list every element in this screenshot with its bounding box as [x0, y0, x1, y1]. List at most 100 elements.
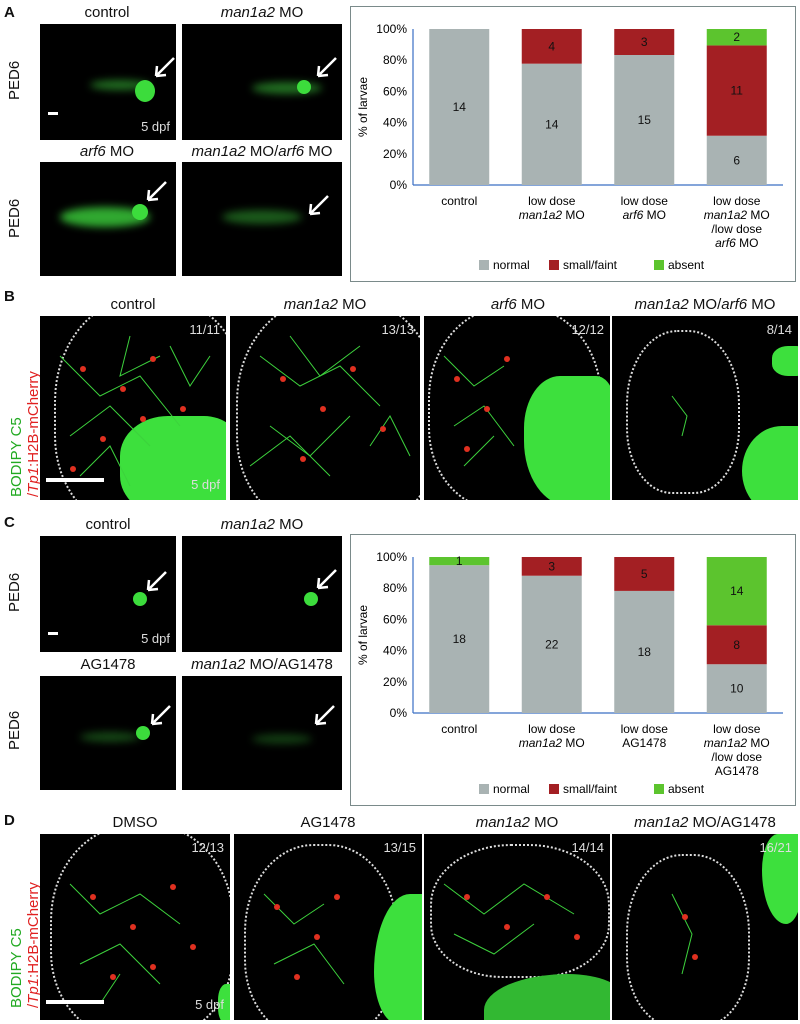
a-chart-category-label: low dose: [528, 194, 576, 208]
b-image-control: 11/11 5 dpf: [40, 316, 226, 500]
d-title-combo: man1a2 MO/AG1478: [634, 814, 776, 831]
c-chart-ytick: 100%: [376, 550, 407, 564]
c-title-man1a2: man1a2 MO: [220, 516, 304, 533]
a-chart-legend-label: absent: [668, 258, 705, 272]
a-chart-bar-label: 14: [453, 100, 467, 114]
b-title-man1a2: man1a2 MO: [283, 296, 367, 313]
d-stage-label: 5 dpf: [195, 997, 224, 1012]
a-title-arf6: arf6 MO: [79, 143, 135, 160]
c-image-combo: [182, 676, 342, 790]
d-scale-bar: [46, 1000, 104, 1004]
a-chart-bar-label: 6: [733, 153, 740, 167]
c-chart-bar-absent: [429, 557, 490, 566]
a-title-combo: man1a2 MO/arf6 MO: [191, 143, 333, 160]
a-chart-bar-label: 11: [731, 84, 744, 98]
a-chart-ytick: 100%: [376, 22, 407, 36]
a-chart-frame: % of larvae 0% 20% 40% 60% 80% 100% 14 control 14…: [350, 6, 796, 282]
a-chart-bar-small-faint: [614, 29, 675, 55]
a-chart-ytick: 0%: [390, 178, 408, 192]
c-chart-bar-small-faint: [521, 557, 582, 576]
c-chart-legend-label: normal: [493, 782, 530, 796]
c-chart-category-label: /low dose: [711, 750, 762, 764]
a-chart-legend-label: small/faint: [563, 258, 618, 272]
panel-label-b: B: [4, 288, 15, 305]
b-scale-bar: [46, 478, 104, 482]
a-chart-ytick: 60%: [383, 84, 407, 98]
b-count-1: 11/11: [189, 322, 220, 337]
c-stacked-bar-chart: % of larvae 0% 20% 40% 60% 80% 100% 18 1 control 2…: [356, 550, 783, 796]
c-scale-bar: [48, 632, 58, 635]
b-stage-label: 5 dpf: [191, 477, 220, 492]
c-chart-bar-label: 10: [730, 682, 744, 696]
a-chart-category-label: man1a2 MO: [519, 208, 585, 222]
b-title-combo: man1a2 MO/arf6 MO: [634, 296, 776, 313]
a-chart-ytick: 40%: [383, 116, 407, 130]
a-image-combo: [182, 162, 342, 276]
a-chart-bar-small-faint: [521, 29, 582, 64]
c-chart-bar-normal: [614, 590, 675, 713]
a-chart-legend-swatch: [549, 260, 559, 270]
a-chart-bar-absent: [706, 29, 767, 46]
a-chart-bar-small-faint: [706, 45, 767, 136]
a-chart-bar-label: 2: [733, 30, 740, 44]
c-stage-label: 5 dpf: [141, 631, 170, 646]
a-chart-legend-swatch: [479, 260, 489, 270]
c-chart-legend-swatch: [549, 784, 559, 794]
c-chart-bar-absent: [706, 557, 767, 626]
c-chart-bar-normal: [706, 664, 767, 713]
a-chart-ytick: 20%: [383, 147, 407, 161]
c-chart-ytick: 0%: [390, 706, 408, 720]
c-chart-ytick: 60%: [383, 612, 407, 626]
c-chart-legend-label: small/faint: [563, 782, 618, 796]
c-chart-category-label: man1a2 MO: [704, 736, 770, 750]
a-row-label-2: PED6: [6, 198, 23, 238]
a-scale-bar: [48, 112, 58, 115]
d-count-2: 13/15: [383, 840, 416, 855]
c-chart-category-label: AG1478: [715, 764, 759, 778]
c-chart-category-label: AG1478: [622, 736, 666, 750]
d-count-4: 16/21: [759, 840, 792, 855]
a-chart-bar-normal: [429, 29, 490, 185]
d-title-ag: AG1478: [300, 814, 356, 831]
d-count-1: 12/13: [191, 840, 224, 855]
c-row-label-1: PED6: [6, 572, 23, 612]
a-stage-label: 5 dpf: [141, 119, 170, 134]
d-title-dmso: DMSO: [112, 814, 158, 831]
b-title-arf6: arf6 MO: [490, 296, 546, 313]
a-chart-legend-label: normal: [493, 258, 530, 272]
a-chart-category-label: control: [441, 194, 477, 208]
c-chart-category-label: low dose: [621, 722, 669, 736]
a-chart-category-label: /low dose: [711, 222, 762, 236]
panel-label-d: D: [4, 812, 15, 829]
c-chart-bar-label: 18: [638, 645, 652, 659]
d-image-ag: 13/15: [234, 834, 422, 1020]
c-chart-bar-label: 22: [545, 637, 559, 651]
c-title-ag: AG1478: [80, 656, 136, 673]
c-chart-bar-label: 18: [453, 632, 467, 646]
b-side-label: BODIPY C5/Tp1:H2B-mCherry: [8, 371, 42, 497]
d-image-combo: 16/21: [612, 834, 798, 1020]
c-chart-bar-label: 1: [456, 554, 463, 568]
c-chart-bar-label: 14: [730, 584, 744, 598]
d-count-3: 14/14: [571, 840, 604, 855]
c-image-man1a2: [182, 536, 342, 652]
a-chart-category-label: arf6 MO: [623, 208, 666, 222]
a-chart-bar-label: 3: [641, 35, 648, 49]
d-image-man1a2: 14/14: [424, 834, 610, 1020]
d-title-man1a2: man1a2 MO: [475, 814, 559, 831]
a-chart-category-label: arf6 MO: [715, 236, 758, 250]
d-image-dmso: 12/13 5 dpf: [40, 834, 230, 1020]
b-image-arf6: 12/12: [424, 316, 610, 500]
d-side-label: BODIPY C5/Tp1:H2B-mCherry: [8, 882, 42, 1008]
a-chart-ylabel: % of larvae: [356, 77, 370, 137]
c-image-ag: [40, 676, 176, 790]
c-chart-bar-normal: [429, 565, 490, 713]
b-count-3: 12/12: [571, 322, 604, 337]
c-chart-legend-label: absent: [668, 782, 705, 796]
c-chart-ytick: 40%: [383, 644, 407, 658]
a-chart-category-label: low dose: [621, 194, 669, 208]
a-image-control: 5 dpf: [40, 24, 176, 140]
c-row-label-2: PED6: [6, 710, 23, 750]
c-chart-category-label: control: [441, 722, 477, 736]
b-count-2: 13/13: [381, 322, 414, 337]
